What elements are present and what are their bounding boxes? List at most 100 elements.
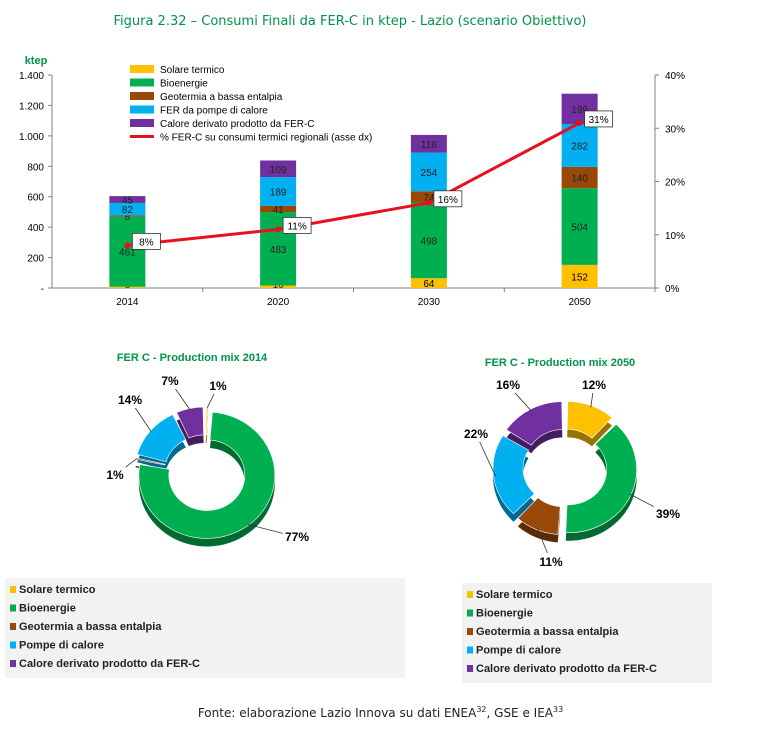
legend-swatch	[130, 78, 154, 87]
legend-swatch	[10, 586, 16, 593]
source-note: Fonte: elaborazione Lazio Innova su dati…	[0, 705, 761, 720]
share-label: 8%	[139, 237, 154, 248]
share-point	[124, 242, 131, 249]
legend-swatch	[467, 646, 473, 654]
legend-swatch	[130, 65, 154, 73]
donut-legend: Solare termico Bioenergie Geotermia a bass…	[5, 578, 405, 678]
legend-label: Geotermia a bassa entalpia	[160, 92, 283, 103]
share-label-box	[584, 110, 614, 128]
donut-title: FER C - Production mix 2050	[485, 357, 635, 369]
source-ref-1: 32	[476, 705, 487, 714]
y-tick-label: 1.400	[19, 71, 44, 82]
source-ref-2: 33	[552, 705, 564, 714]
share-line	[127, 121, 581, 247]
legend-swatch	[130, 92, 154, 100]
source-text: Fonte: elaborazione Lazio Innova su dati…	[197, 706, 477, 720]
donut-2050: FER C - Production mix 2050 12% 39% 11% 22% 1…	[461, 357, 712, 683]
legend-label: Geotermia a bassa entalpia	[476, 626, 619, 638]
bar-data-label: 152	[571, 272, 588, 283]
bar-segment	[561, 166, 598, 189]
legend-label: Solare termico	[476, 589, 553, 601]
y-tick-label: 800	[27, 162, 44, 173]
donut-label-box	[579, 376, 609, 393]
bar-data-label: 189	[270, 187, 287, 198]
bar-segment	[561, 264, 598, 288]
bar-data-label: 64	[423, 279, 435, 290]
donut-label-box	[493, 376, 523, 393]
bar-segment	[410, 191, 447, 203]
share-label-box	[131, 232, 161, 250]
donut-label-box	[104, 466, 126, 483]
y2-tick-label: 10%	[665, 231, 685, 242]
donut-label-box	[536, 553, 566, 570]
y-axis-title: ktep	[25, 55, 48, 67]
y-tick-label: 1.000	[19, 132, 44, 143]
bar-segment	[410, 134, 447, 153]
donut-label-box	[207, 377, 229, 394]
legend-label: Calore derivato prodotto da FER-C	[476, 663, 657, 675]
bar-data-label: 199	[571, 105, 588, 116]
bar-data-label: 109	[270, 165, 287, 176]
donut-slice	[136, 414, 187, 463]
donut-slice	[517, 497, 561, 535]
legend-swatch	[130, 119, 154, 127]
bar-segment	[109, 215, 146, 217]
bar-segment	[109, 216, 146, 287]
donut-legend-background	[5, 578, 405, 678]
bar-segment	[260, 285, 297, 288]
bar-data-label: 45	[122, 196, 134, 207]
bar-chart: ktep - 200 400 600 800 1.000 1.200 1.400 0% 10% 20%…	[19, 55, 685, 308]
legend-swatch	[467, 628, 473, 635]
share-label: 16%	[438, 195, 458, 206]
donut-label-box	[115, 391, 145, 408]
donut-slice	[138, 411, 276, 539]
bar-data-label: 254	[421, 168, 438, 179]
donut-slice	[505, 401, 563, 446]
donut-slice	[176, 406, 204, 439]
x-tick-label: 2020	[267, 297, 290, 308]
bar-data-label: 504	[571, 223, 588, 234]
bar-data-label: 483	[270, 245, 287, 256]
figure-canvas: ktep - 200 400 600 800 1.000 1.200 1.400 0% 10% 20%…	[5, 55, 712, 683]
donut-slice	[566, 401, 613, 439]
bar-segment	[410, 202, 447, 279]
share-label: 11%	[287, 221, 306, 232]
legend-swatch	[10, 623, 16, 630]
x-tick-label: 2014	[116, 297, 139, 308]
legend-swatch	[130, 105, 154, 114]
bar-segment	[410, 152, 447, 192]
donut-label: 1%	[106, 468, 124, 482]
donut-slice	[135, 457, 166, 466]
legend-label: Solare termico	[160, 65, 225, 76]
y-tick-label: 200	[27, 254, 44, 265]
bar-segment	[109, 196, 146, 203]
donut-slice	[565, 423, 637, 533]
bar-data-label: 461	[119, 248, 136, 259]
donut-label: 77%	[285, 530, 309, 544]
y-tick-label: 1.200	[19, 101, 44, 112]
x-tick-label: 2050	[569, 297, 592, 308]
legend-swatch	[10, 604, 16, 612]
bar-segment	[260, 160, 297, 178]
donut-2014: FER C - Production mix 2014 1% 77% 1% 14% 7% S…	[5, 352, 405, 678]
share-label-box	[433, 190, 463, 208]
legend-label: % FER-C su consumi termici regionali (as…	[160, 133, 372, 144]
donut-label: 11%	[539, 555, 563, 569]
x-tick-label: 2030	[418, 297, 441, 308]
y-tick-label: -	[41, 284, 44, 295]
share-point	[275, 226, 282, 233]
donut-label-box	[282, 528, 312, 545]
source-text-2: , GSE e IEA	[486, 706, 553, 720]
legend-swatch	[467, 591, 473, 598]
donut-label: 14%	[118, 393, 142, 407]
legend-label: Pompe di calore	[476, 645, 561, 657]
donut-label-box	[159, 372, 181, 389]
donut-label: 1%	[209, 379, 227, 393]
legend-swatch	[467, 609, 473, 617]
legend-swatch	[467, 665, 473, 672]
legend-label: Bioenergie	[19, 603, 76, 615]
donut-label: 12%	[582, 378, 606, 392]
legend-label: Pompe di calore	[19, 640, 104, 652]
share-label: 31%	[589, 115, 609, 126]
bar-data-label: 282	[571, 141, 588, 152]
